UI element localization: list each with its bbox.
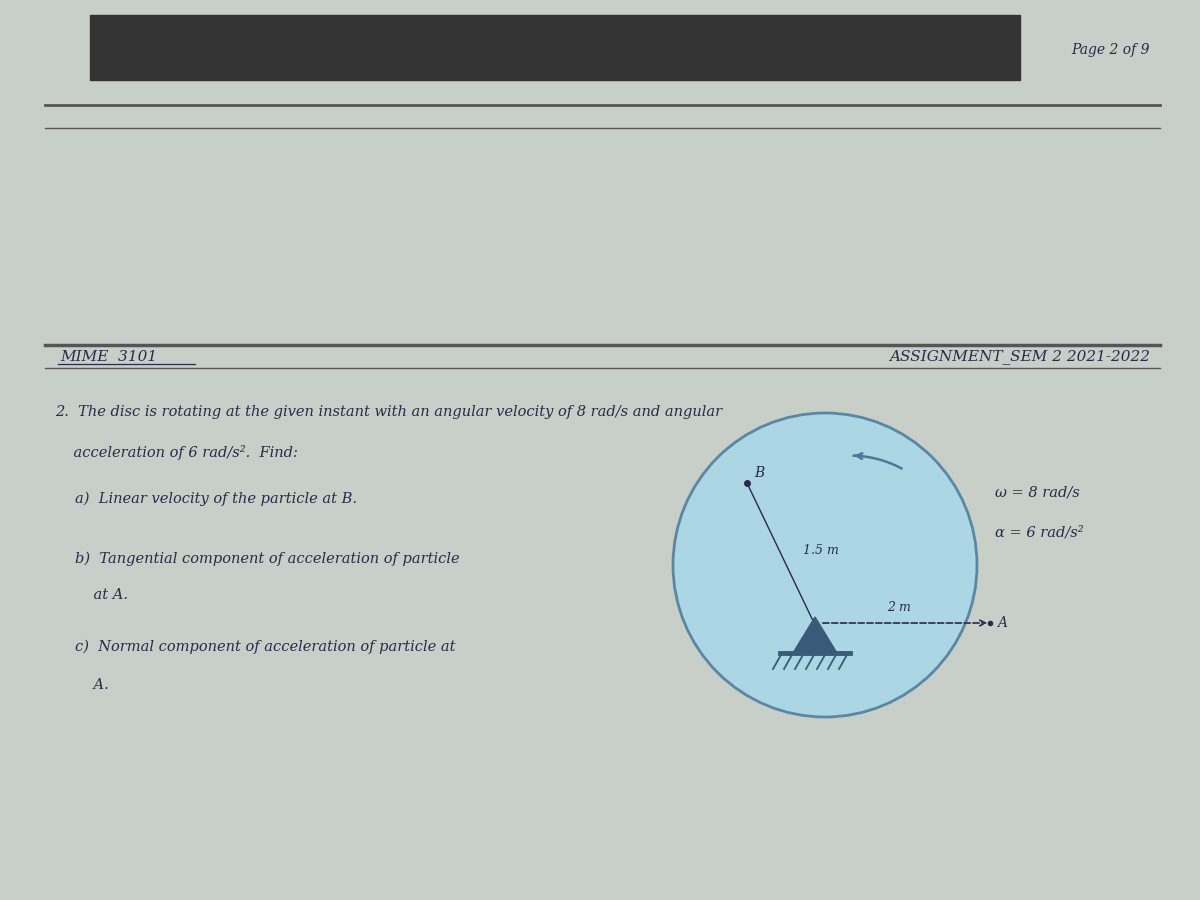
- Text: ω = 8 rad/s: ω = 8 rad/s: [995, 486, 1080, 500]
- Text: 2.  The disc is rotating at the given instant with an angular velocity of 8 rad/: 2. The disc is rotating at the given ins…: [55, 405, 722, 419]
- Text: MIME  3101: MIME 3101: [60, 350, 157, 364]
- Text: 2 m: 2 m: [887, 601, 911, 614]
- Text: A: A: [997, 616, 1007, 630]
- Bar: [90, 15, 1020, 80]
- Text: α = 6 rad/s²: α = 6 rad/s²: [995, 526, 1084, 540]
- Text: a)  Linear velocity of the particle at B.: a) Linear velocity of the particle at B.: [74, 492, 358, 507]
- Text: Page 2 of 9: Page 2 of 9: [1072, 43, 1150, 57]
- Polygon shape: [793, 617, 838, 653]
- Text: B: B: [754, 466, 764, 480]
- Text: b)  Tangential component of acceleration of particle: b) Tangential component of acceleration …: [74, 552, 460, 566]
- Circle shape: [673, 413, 977, 717]
- Text: acceleration of 6 rad/s².  Find:: acceleration of 6 rad/s². Find:: [55, 445, 298, 460]
- Text: c)  Normal component of acceleration of particle at: c) Normal component of acceleration of p…: [74, 640, 456, 654]
- Text: at A.: at A.: [74, 588, 128, 602]
- Text: 1.5 m: 1.5 m: [803, 544, 839, 557]
- Text: A.: A.: [74, 678, 109, 692]
- Text: ASSIGNMENT_SEM 2 2021-2022: ASSIGNMENT_SEM 2 2021-2022: [889, 349, 1150, 364]
